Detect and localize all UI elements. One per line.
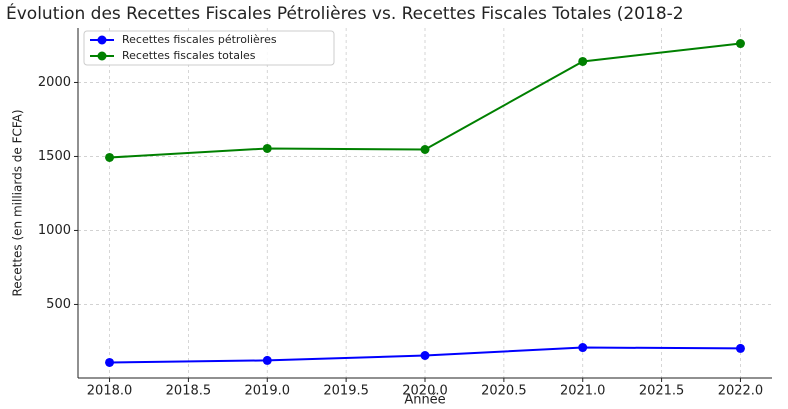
y-axis-label: Recettes (en milliards de FCFA) (11, 109, 25, 296)
x-tick-label: 2021.0 (560, 384, 606, 399)
x-tick-label: 2021.5 (639, 384, 685, 399)
x-tick-label: 2018.0 (87, 384, 133, 399)
x-tick-label: 2022.0 (718, 384, 764, 399)
x-tick-label: 2019.0 (245, 384, 291, 399)
x-tick-label: 2020.5 (481, 384, 527, 399)
legend-marker (97, 51, 107, 61)
y-tick-label: 1500 (38, 149, 71, 164)
data-point (105, 357, 115, 367)
data-point (420, 351, 430, 361)
data-point (578, 343, 588, 353)
x-tick-label: 2018.5 (166, 384, 212, 399)
y-tick-label: 1000 (38, 223, 71, 238)
data-point (105, 152, 115, 162)
data-point (735, 343, 745, 353)
legend-marker (97, 35, 107, 45)
data-point (262, 355, 272, 365)
y-tick-label: 500 (46, 297, 71, 312)
x-axis-label: Année (404, 393, 445, 408)
x-tick-label: 2020.0 (402, 384, 448, 399)
x-tick-label: 2019.5 (323, 384, 369, 399)
data-point (735, 39, 745, 49)
data-point (420, 145, 430, 155)
legend-box (83, 30, 335, 66)
chart-title: Évolution des Recettes Fiscales Pétroliè… (6, 2, 684, 24)
data-point (578, 56, 588, 66)
y-tick-label: 2000 (38, 75, 71, 90)
legend-label: Recettes fiscales pétrolières (122, 33, 277, 46)
legend-label: Recettes fiscales totales (122, 49, 256, 62)
data-point (262, 143, 272, 153)
